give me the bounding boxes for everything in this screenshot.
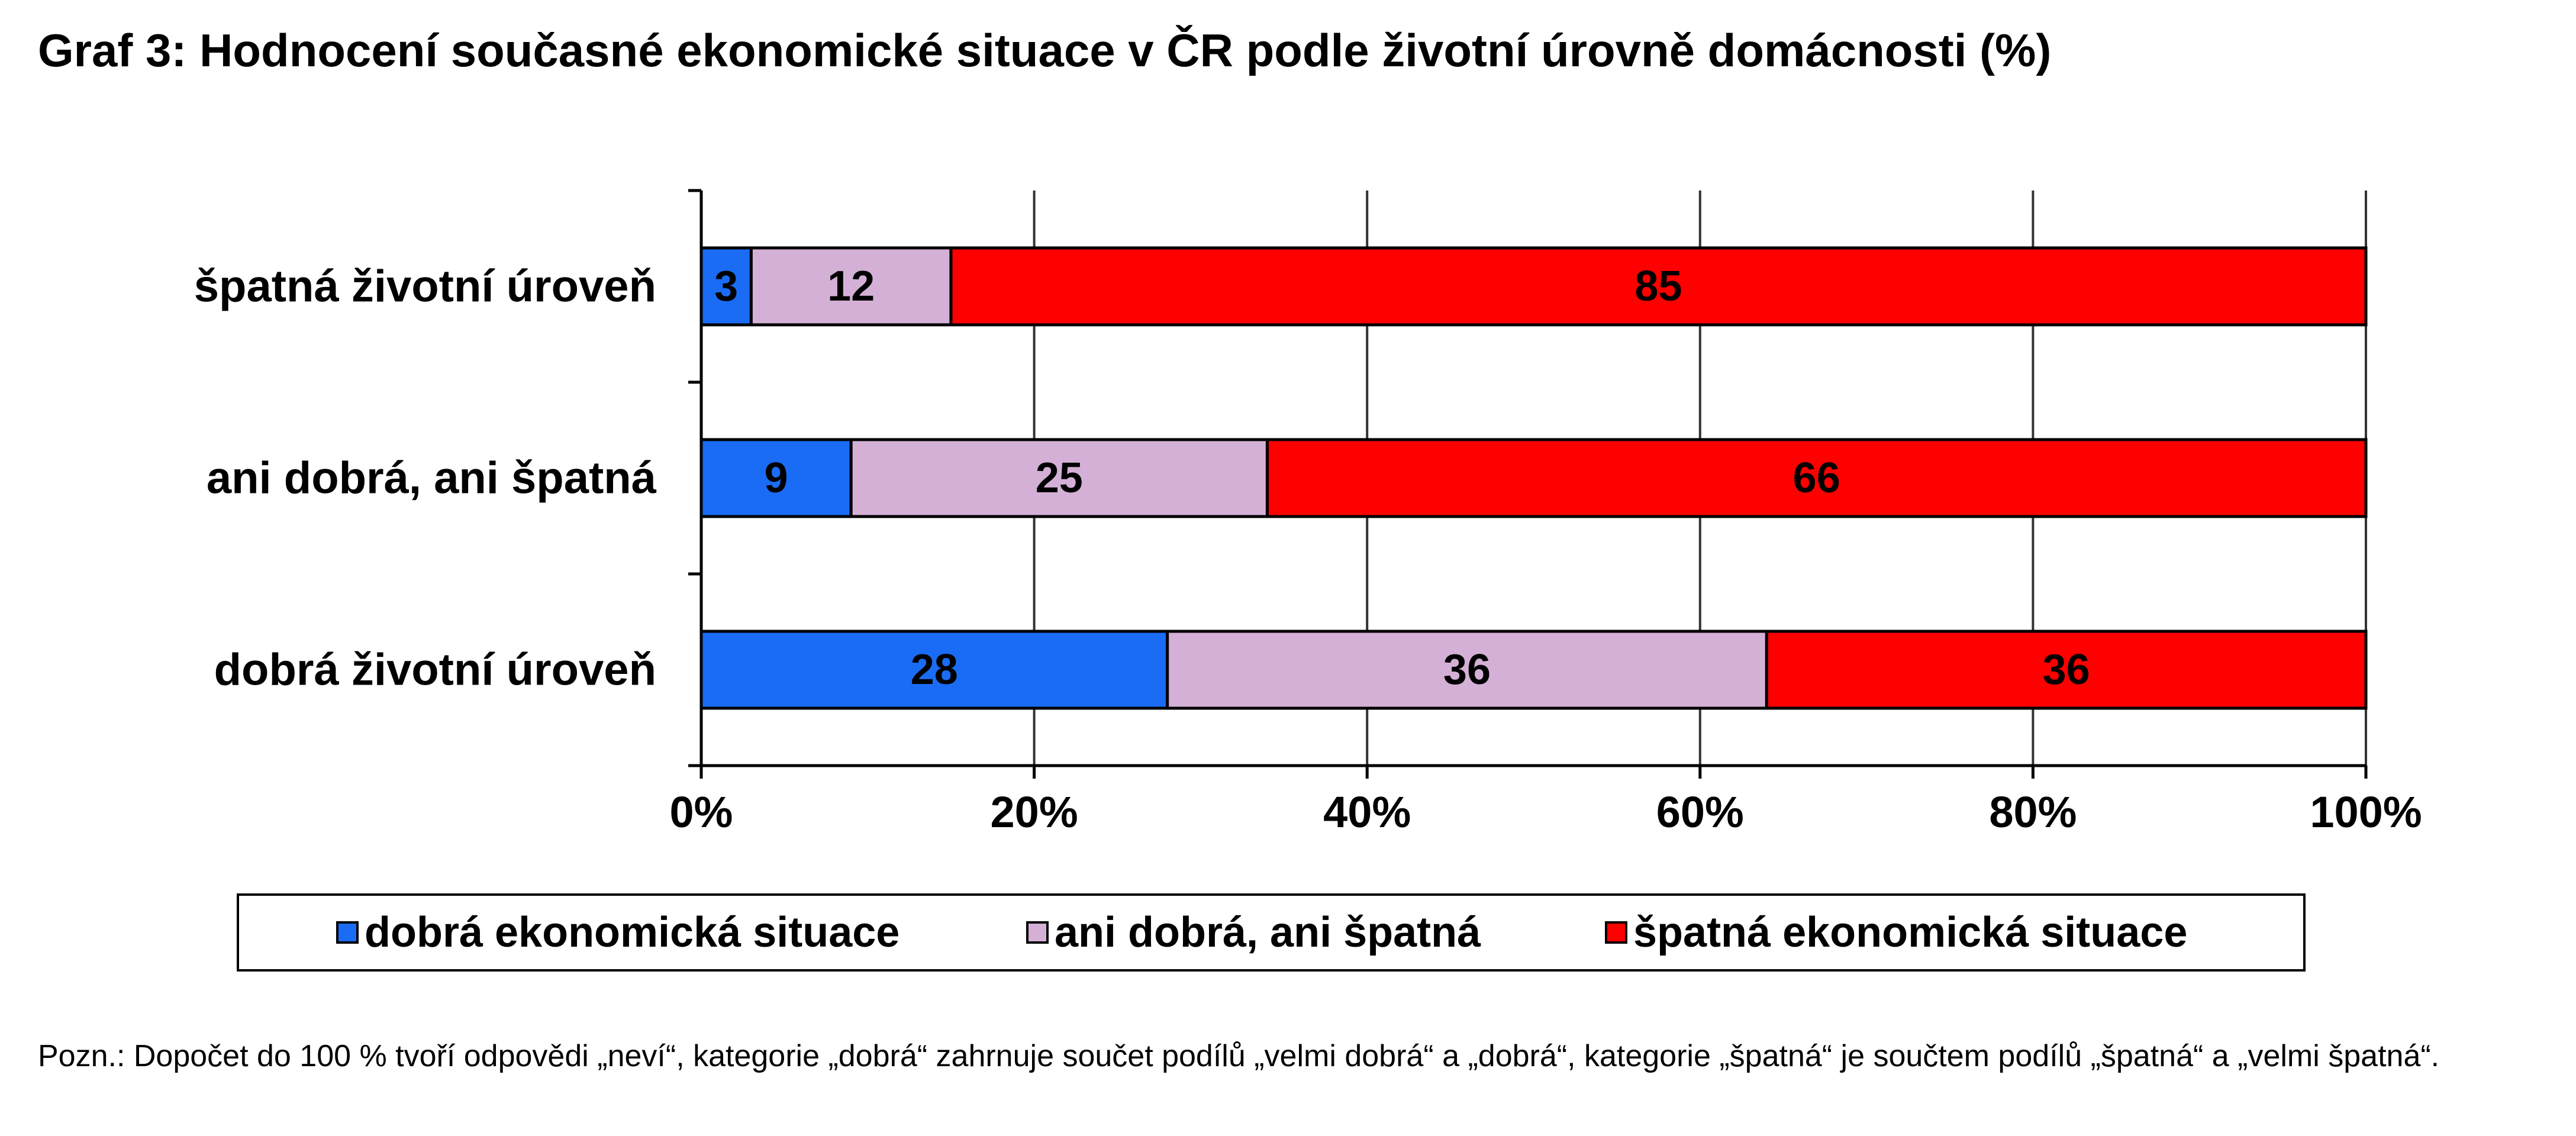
legend-swatch-good xyxy=(336,921,359,944)
x-tick-label: 20% xyxy=(991,788,1078,837)
x-tick-label: 80% xyxy=(1989,788,2077,837)
bar-segment xyxy=(1265,438,2368,518)
x-tick-label: 40% xyxy=(1323,788,1411,837)
category-label: ani dobrá, ani špatná xyxy=(207,453,657,504)
data-label: 85 xyxy=(1634,263,1682,310)
legend-swatch-bad xyxy=(1605,921,1627,944)
legend-label-neutral: ani dobrá, ani špatná xyxy=(1055,909,1481,956)
bar-segment xyxy=(1765,630,2368,710)
data-label: 36 xyxy=(2043,646,2090,693)
x-tick-label: 60% xyxy=(1656,788,1744,837)
data-label: 25 xyxy=(1036,454,1083,502)
data-label: 12 xyxy=(827,263,875,310)
legend-label-bad: špatná ekonomická situace xyxy=(1633,909,2188,956)
data-label: 36 xyxy=(1443,646,1491,693)
legend-item-good: dobrá ekonomická situace xyxy=(336,896,899,969)
bar-segment xyxy=(749,246,953,327)
bar-segment xyxy=(699,630,1169,710)
axes xyxy=(688,189,2368,779)
bars xyxy=(699,246,2368,710)
data-label: 28 xyxy=(911,646,958,693)
legend-item-bad: špatná ekonomická situace xyxy=(1605,896,2187,969)
chart-title: Graf 3: Hodnocení současné ekonomické si… xyxy=(38,24,2052,76)
legend: dobrá ekonomická situace ani dobrá, ani … xyxy=(237,893,2306,972)
x-tick-label: 0% xyxy=(670,788,733,837)
data-label: 3 xyxy=(714,263,738,310)
legend-swatch-neutral xyxy=(1026,921,1049,944)
data-label: 9 xyxy=(765,454,788,502)
data-label: 66 xyxy=(1793,454,1840,502)
bar-segment xyxy=(949,246,2368,327)
category-label: špatná životní úroveň xyxy=(194,262,656,312)
legend-item-neutral: ani dobrá, ani špatná xyxy=(1026,896,1481,969)
category-label: dobrá životní úroveň xyxy=(214,645,656,695)
bar-segment xyxy=(1166,630,1768,710)
labels: 3 12 85 špatná životní úroveň 9 25 66 ani dobrá… xyxy=(194,262,2422,837)
x-tick-label: 100% xyxy=(2310,788,2422,837)
stacked-bar-chart: 3 12 85 špatná životní úroveň 9 25 66 ani dobrá… xyxy=(194,189,2422,837)
legend-label-good: dobrá ekonomická situace xyxy=(365,909,900,956)
footnote: Pozn.: Dopočet do 100 % tvoří odpovědi „… xyxy=(38,1039,2440,1073)
